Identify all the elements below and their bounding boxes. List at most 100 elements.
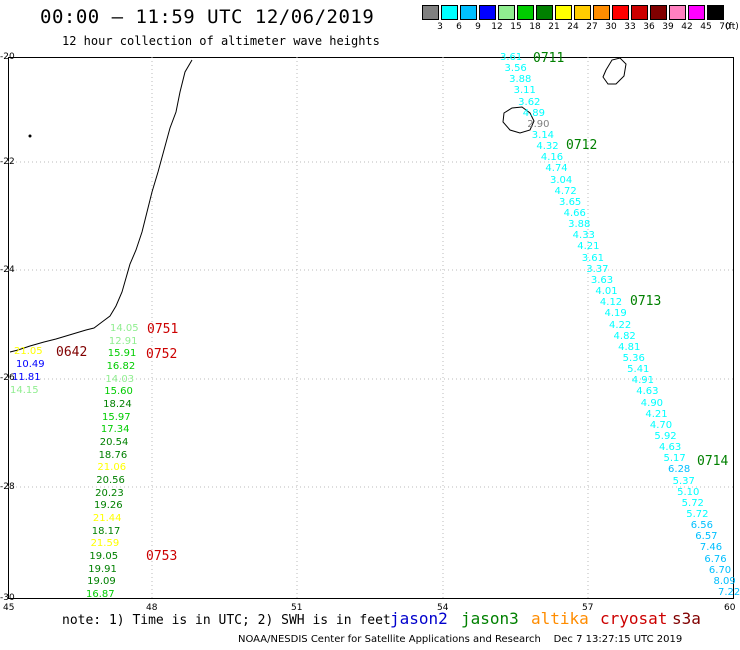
wave-height-label: 8.09 — [713, 575, 736, 587]
wave-height-label: 15.97 — [102, 411, 131, 423]
pass-label: 0711 — [533, 51, 565, 66]
wave-height-label: 14.15 — [10, 385, 39, 396]
wave-height-label: 4.72 — [554, 185, 577, 197]
credit-text: NOAA/NESDIS Center for Satellite Applica… — [238, 634, 541, 645]
scale-label: 42 — [681, 22, 693, 32]
wave-height-label: 4.82 — [613, 330, 636, 342]
wave-height-label: 3.11 — [513, 85, 536, 97]
wave-height-label: 17.34 — [100, 424, 130, 436]
wave-height-label: 3.88 — [509, 74, 532, 86]
wave-height-label: 20.54 — [99, 437, 129, 448]
wave-height-label: 4.90 — [640, 397, 664, 409]
wave-height-label: 5.36 — [622, 352, 645, 364]
mauritius-island — [602, 57, 627, 85]
scale-swatch — [422, 5, 439, 20]
legend-altika: altika — [531, 609, 589, 628]
scale-label: 39 — [662, 22, 674, 32]
scale-swatch — [441, 5, 458, 20]
scale-label: 30 — [605, 22, 617, 32]
wave-height-label: 3.61 — [500, 52, 523, 63]
wave-height-label: 12.91 — [108, 335, 138, 347]
madagascar-coastline — [9, 59, 193, 353]
pass-label: 0712 — [566, 138, 598, 153]
legend-s3a: s3a — [672, 609, 701, 628]
scale-swatch — [536, 5, 553, 20]
wave-height-label: 3.37 — [586, 263, 609, 275]
wave-height-label: 4.32 — [536, 141, 559, 153]
wave-height-label: 4.22 — [609, 319, 632, 331]
wave-height-label: 18.76 — [98, 449, 128, 461]
scale-label: 15 — [510, 22, 522, 32]
scale-swatch — [574, 5, 591, 20]
wave-height-label: 4.16 — [540, 152, 564, 164]
wave-height-label: 6.70 — [708, 564, 732, 576]
wave-height-label: 16.87 — [86, 589, 115, 600]
wave-height-label: 4.70 — [649, 419, 673, 431]
lon-label-45: 45 — [3, 603, 15, 613]
pass-label: 0753 — [146, 549, 178, 564]
wave-height-label: 21.44 — [92, 513, 122, 524]
scale-swatch — [688, 5, 705, 20]
scale-swatch — [479, 5, 496, 20]
wave-height-label: 4.63 — [658, 442, 682, 454]
wave-height-label: 4.81 — [618, 341, 641, 353]
scale-swatch — [593, 5, 610, 20]
legend-jason2: jason2 — [390, 609, 448, 628]
wave-height-label: 4.21 — [645, 408, 668, 420]
wave-height-label: 3.65 — [559, 196, 582, 208]
wave-height-label: 15.91 — [107, 348, 137, 360]
scale-swatch — [460, 5, 477, 20]
lat-label-28: -28 — [0, 482, 15, 492]
pass-label: 0751 — [147, 322, 179, 337]
wave-height-label: 4.63 — [636, 386, 659, 398]
lon-label-48: 48 — [146, 603, 158, 613]
wave-height-label: 3.63 — [590, 274, 614, 286]
scale-swatch — [555, 5, 572, 20]
legend-jason3: jason3 — [461, 609, 519, 628]
wave-height-label: 4.19 — [604, 308, 627, 320]
wave-height-label: 20.56 — [96, 475, 125, 486]
scale-swatch — [612, 5, 629, 20]
lat-label-20: -20 — [0, 52, 15, 62]
scale-swatch — [707, 5, 724, 20]
wave-height-label: 19.26 — [94, 500, 123, 512]
pass-label: 0713 — [630, 294, 662, 309]
wave-height-label: 15.60 — [104, 386, 133, 398]
map-subtitle: 12 hour collection of altimeter wave hei… — [62, 34, 380, 48]
wave-height-label: 7.46 — [699, 542, 723, 554]
wave-height-label: 11.81 — [12, 372, 41, 383]
wave-height-label: 5.72 — [686, 508, 709, 520]
scale-swatch — [517, 5, 534, 20]
wave-height-label: 4.74 — [545, 163, 568, 175]
wave-height-label: 16.82 — [106, 361, 136, 372]
wave-height-label: 21.59 — [90, 538, 120, 550]
map-title: 00:00 – 11:59 UTC 12/06/2019 — [40, 6, 375, 28]
map-area — [8, 57, 734, 599]
lat-label-26: -26 — [0, 373, 15, 383]
wave-height-label: 6.28 — [668, 464, 691, 476]
scale-label: 36 — [643, 22, 655, 32]
scale-label: 27 — [586, 22, 598, 32]
scale-label: 6 — [456, 22, 462, 32]
scale-swatch — [631, 5, 648, 20]
scale-swatch — [498, 5, 515, 20]
wave-height-label: 4.21 — [577, 241, 600, 253]
wave-height-label: 10.49 — [16, 359, 45, 370]
scale-unit: (ft) — [725, 22, 739, 32]
scale-label: 12 — [491, 22, 503, 32]
wave-height-label: 14.05 — [110, 323, 139, 334]
pass-label: 0752 — [146, 347, 178, 362]
lon-label-57: 57 — [582, 603, 594, 613]
wave-height-label: 5.72 — [681, 497, 704, 509]
scale-label: 9 — [475, 22, 481, 32]
scale-swatch — [650, 5, 667, 20]
wave-height-label: 4.01 — [595, 286, 618, 298]
scale-swatch — [669, 5, 686, 20]
wave-height-label: 5.10 — [677, 486, 700, 498]
wave-height-label: 4.33 — [572, 230, 595, 242]
wave-height-label: 4.91 — [631, 375, 654, 387]
wave-height-label: 18.24 — [103, 399, 132, 410]
wave-height-label: 3.56 — [504, 63, 527, 75]
wave-height-label: 3.88 — [568, 219, 591, 231]
scale-label: 70 — [719, 22, 731, 32]
